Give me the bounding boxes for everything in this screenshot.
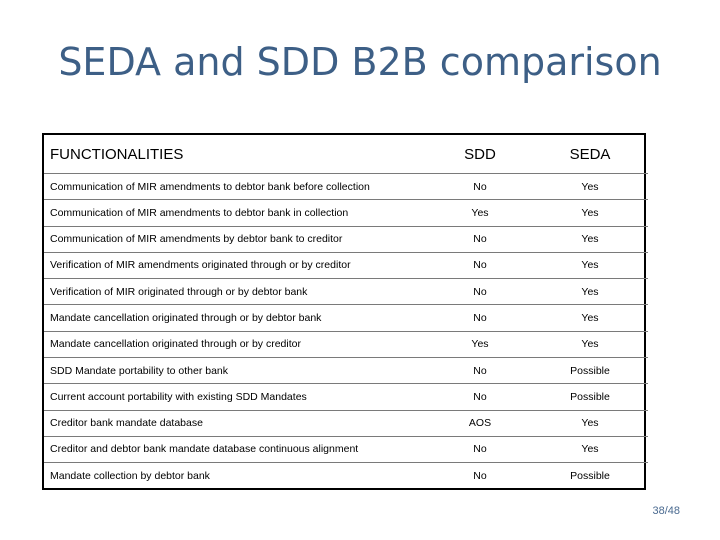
table-row: Mandate cancellation originated through … [44, 304, 648, 332]
seda-cell: Yes [532, 173, 648, 201]
sdd-cell: Yes [428, 199, 532, 227]
seda-cell: Yes [532, 410, 648, 437]
seda-cell: Yes [532, 252, 648, 280]
seda-cell: Possible [532, 383, 648, 411]
functionality-cell: Creditor bank mandate database [44, 410, 428, 437]
table-row: Mandate collection by debtor bank No Possi… [44, 463, 648, 488]
comparison-table-grid: FUNCTIONALITIES SDD SEDA Communication o… [44, 135, 648, 488]
sdd-cell: No [428, 357, 532, 385]
page-number: 38/48 [652, 505, 680, 517]
sdd-cell: No [428, 304, 532, 332]
sdd-cell: No [428, 252, 532, 280]
sdd-cell: AOS [428, 410, 532, 437]
functionality-cell: Verification of MIR originated through o… [44, 278, 428, 306]
functionality-cell: SDD Mandate portability to other bank [44, 357, 428, 385]
table-row: Communication of MIR amendments to debto… [44, 173, 648, 201]
seda-cell: Possible [570, 469, 610, 482]
seda-cell: Yes [532, 304, 648, 332]
sdd-cell: Yes [428, 331, 532, 358]
slide-title: SEDA and SDD B2B comparison [58, 40, 662, 84]
functionality-cell: Communication of MIR amendments by debto… [44, 226, 428, 253]
functionality-cell: Mandate collection by debtor bank [50, 469, 210, 482]
table-row: Current account portability with existin… [44, 383, 648, 411]
table-row: Mandate cancellation originated through … [44, 331, 648, 358]
functionality-cell: Communication of MIR amendments to debto… [44, 173, 428, 201]
sdd-cell: No [428, 278, 532, 306]
sdd-cell: No [428, 383, 532, 411]
seda-cell: Yes [532, 436, 648, 464]
table-row: Verification of MIR amendments originate… [44, 252, 648, 280]
functionality-cell: Mandate cancellation originated through … [44, 304, 428, 332]
header-sdd: SDD [428, 135, 532, 174]
table-row: Communication of MIR amendments by debto… [44, 226, 648, 253]
comparison-table: FUNCTIONALITIES SDD SEDA Communication o… [42, 133, 648, 490]
functionality-cell: Mandate cancellation originated through … [44, 331, 428, 358]
sdd-cell: No [473, 469, 487, 482]
header-functionalities: FUNCTIONALITIES [44, 135, 428, 174]
sdd-cell: No [428, 436, 532, 464]
functionality-cell: Creditor and debtor bank mandate databas… [44, 436, 428, 464]
table-row: SDD Mandate portability to other bank No P… [44, 357, 648, 385]
table-row: Creditor and debtor bank mandate databas… [44, 436, 648, 464]
seda-cell: Yes [532, 226, 648, 253]
functionality-cell: Communication of MIR amendments to debto… [44, 199, 428, 227]
header-seda: SEDA [532, 135, 648, 174]
seda-cell: Yes [532, 278, 648, 306]
functionality-cell: Current account portability with existin… [44, 383, 428, 411]
seda-cell: Yes [532, 199, 648, 227]
functionality-cell: Verification of MIR amendments originate… [44, 252, 428, 280]
seda-cell: Yes [532, 331, 648, 358]
sdd-cell: No [428, 226, 532, 253]
sdd-cell: No [428, 173, 532, 201]
seda-cell: Possible [532, 357, 648, 385]
table-row: Communication of MIR amendments to debto… [44, 199, 648, 227]
table-row: Verification of MIR originated through o… [44, 278, 648, 306]
table-header-row: FUNCTIONALITIES SDD SEDA [44, 135, 648, 174]
table-row: Creditor bank mandate database AOS Yes [44, 410, 648, 437]
